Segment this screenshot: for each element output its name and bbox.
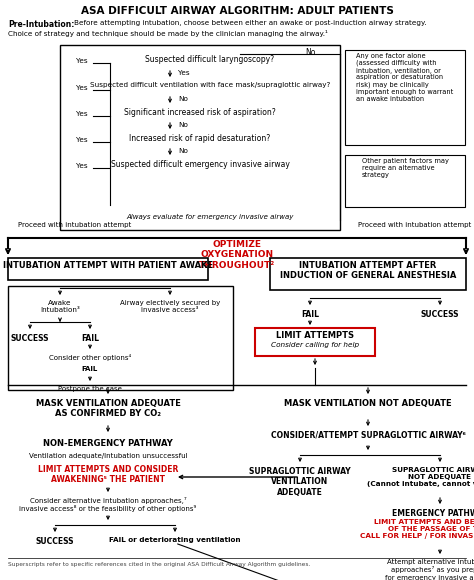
- Text: SUCCESS: SUCCESS: [36, 537, 74, 546]
- Text: LIMIT ATTEMPTS AND BE AWARE
OF THE PASSAGE OF TIME
CALL FOR HELP / FOR INVASIVE : LIMIT ATTEMPTS AND BE AWARE OF THE PASSA…: [360, 519, 474, 539]
- Text: ASA DIFFICULT AIRWAY ALGORITHM: ADULT PATIENTS: ASA DIFFICULT AIRWAY ALGORITHM: ADULT PA…: [81, 6, 393, 16]
- Bar: [345, 50, 465, 145]
- Text: SUCCESS: SUCCESS: [11, 334, 49, 343]
- Text: Pre-Intubation:: Pre-Intubation:: [8, 20, 74, 29]
- Text: INTUBATION ATTEMPT AFTER
INDUCTION OF GENERAL ANESTHESIA: INTUBATION ATTEMPT AFTER INDUCTION OF GE…: [280, 261, 456, 280]
- Text: Yes: Yes: [76, 137, 88, 143]
- Text: No: No: [178, 122, 188, 128]
- Text: Suspected difficult ventilation with face mask/supraglottic airway?: Suspected difficult ventilation with fac…: [90, 82, 330, 88]
- Text: CONSIDER/ATTEMPT SUPRAGLOTTIC AIRWAY⁶: CONSIDER/ATTEMPT SUPRAGLOTTIC AIRWAY⁶: [271, 431, 465, 440]
- Text: Significant increased risk of aspiration?: Significant increased risk of aspiration…: [124, 108, 276, 117]
- Text: Yes: Yes: [178, 70, 190, 76]
- Text: Consider alternative intubation approaches,⁷
invasive access⁸ or the feasibility: Consider alternative intubation approach…: [19, 497, 197, 512]
- Text: Consider calling for help: Consider calling for help: [271, 342, 359, 348]
- Text: SUCCESS: SUCCESS: [421, 310, 459, 319]
- Text: Attempt alternative intubation
approaches⁷ as you prepare
for emergency invasive: Attempt alternative intubation approache…: [385, 559, 474, 580]
- Bar: [270, 258, 466, 290]
- Text: Superscripts refer to specific references cited in the original ASA Difficult Ai: Superscripts refer to specific reference…: [8, 562, 310, 567]
- Text: Yes: Yes: [76, 111, 88, 117]
- Text: FAIL: FAIL: [301, 310, 319, 319]
- Text: EMERGENCY PATHWAY: EMERGENCY PATHWAY: [392, 509, 474, 518]
- Text: No: No: [178, 96, 188, 102]
- Text: NON-EMERGENCY PATHWAY: NON-EMERGENCY PATHWAY: [43, 439, 173, 448]
- Text: SUPRAGLOTTIC AIRWAY
NOT ADEQUATE
(Cannot intubate, cannot ventilate): SUPRAGLOTTIC AIRWAY NOT ADEQUATE (Cannot…: [367, 467, 474, 487]
- Bar: [345, 155, 465, 207]
- Text: Ventilation adequate/Intubation unsuccessful: Ventilation adequate/Intubation unsucces…: [29, 453, 187, 459]
- Text: No: No: [178, 148, 188, 154]
- Text: Yes: Yes: [76, 58, 88, 64]
- Text: Yes: Yes: [76, 85, 88, 91]
- Text: MASK VENTILATION NOT ADEQUATE: MASK VENTILATION NOT ADEQUATE: [284, 399, 452, 408]
- Text: OPTIMIZE
OXYGENATION
THROUGHOUT²: OPTIMIZE OXYGENATION THROUGHOUT²: [199, 240, 275, 270]
- Text: Suspected difficult laryngoscopy?: Suspected difficult laryngoscopy?: [146, 55, 274, 64]
- Text: SUPRAGLOTTIC AIRWAY
VENTILATION
ADEQUATE: SUPRAGLOTTIC AIRWAY VENTILATION ADEQUATE: [249, 467, 351, 497]
- Text: MASK VENTILATION ADEQUATE
AS CONFIRMED BY CO₂: MASK VENTILATION ADEQUATE AS CONFIRMED B…: [36, 399, 181, 418]
- Text: Increased risk of rapid desaturation?: Increased risk of rapid desaturation?: [129, 134, 271, 143]
- Text: FAIL or deteriorating ventilation: FAIL or deteriorating ventilation: [109, 537, 241, 543]
- Text: No: No: [305, 48, 315, 57]
- Text: Awake
Intubation³: Awake Intubation³: [40, 300, 80, 313]
- Text: Proceed with intubation attempt: Proceed with intubation attempt: [358, 222, 472, 228]
- Bar: [8, 286, 233, 390]
- Text: LIMIT ATTEMPTS AND CONSIDER
AWAKENING⁵ THE PATIENT: LIMIT ATTEMPTS AND CONSIDER AWAKENING⁵ T…: [38, 465, 178, 484]
- Text: Any one factor alone
(assessed difficulty with
intubation, ventilation, or
aspir: Any one factor alone (assessed difficult…: [356, 53, 454, 102]
- Text: LIMIT ATTEMPTS: LIMIT ATTEMPTS: [276, 331, 354, 340]
- Text: FAIL: FAIL: [81, 334, 99, 343]
- Text: INTUBATION ATTEMPT WITH PATIENT AWAKE: INTUBATION ATTEMPT WITH PATIENT AWAKE: [3, 261, 213, 270]
- Bar: [8, 258, 208, 280]
- Text: Before attempting intubation, choose between either an awake or post-induction a: Before attempting intubation, choose bet…: [74, 20, 427, 26]
- Text: Choice of strategy and technique should be made by the clinician managing the ai: Choice of strategy and technique should …: [8, 30, 328, 37]
- Text: Postpone the case: Postpone the case: [58, 386, 122, 392]
- Text: Airway electively secured by
invasive access³: Airway electively secured by invasive ac…: [120, 300, 220, 313]
- Bar: [60, 45, 340, 230]
- Text: Always evaluate for emergency invasive airway: Always evaluate for emergency invasive a…: [126, 214, 294, 220]
- Text: Yes: Yes: [76, 163, 88, 169]
- Text: Suspected difficult emergency invasive airway: Suspected difficult emergency invasive a…: [110, 160, 290, 169]
- Text: Proceed with intubation attempt: Proceed with intubation attempt: [18, 222, 132, 228]
- Text: Consider other options⁴: Consider other options⁴: [49, 354, 131, 361]
- Text: Other patient factors may
require an alternative
strategy: Other patient factors may require an alt…: [362, 158, 448, 178]
- Bar: [255, 328, 375, 356]
- Text: FAIL: FAIL: [82, 366, 98, 372]
